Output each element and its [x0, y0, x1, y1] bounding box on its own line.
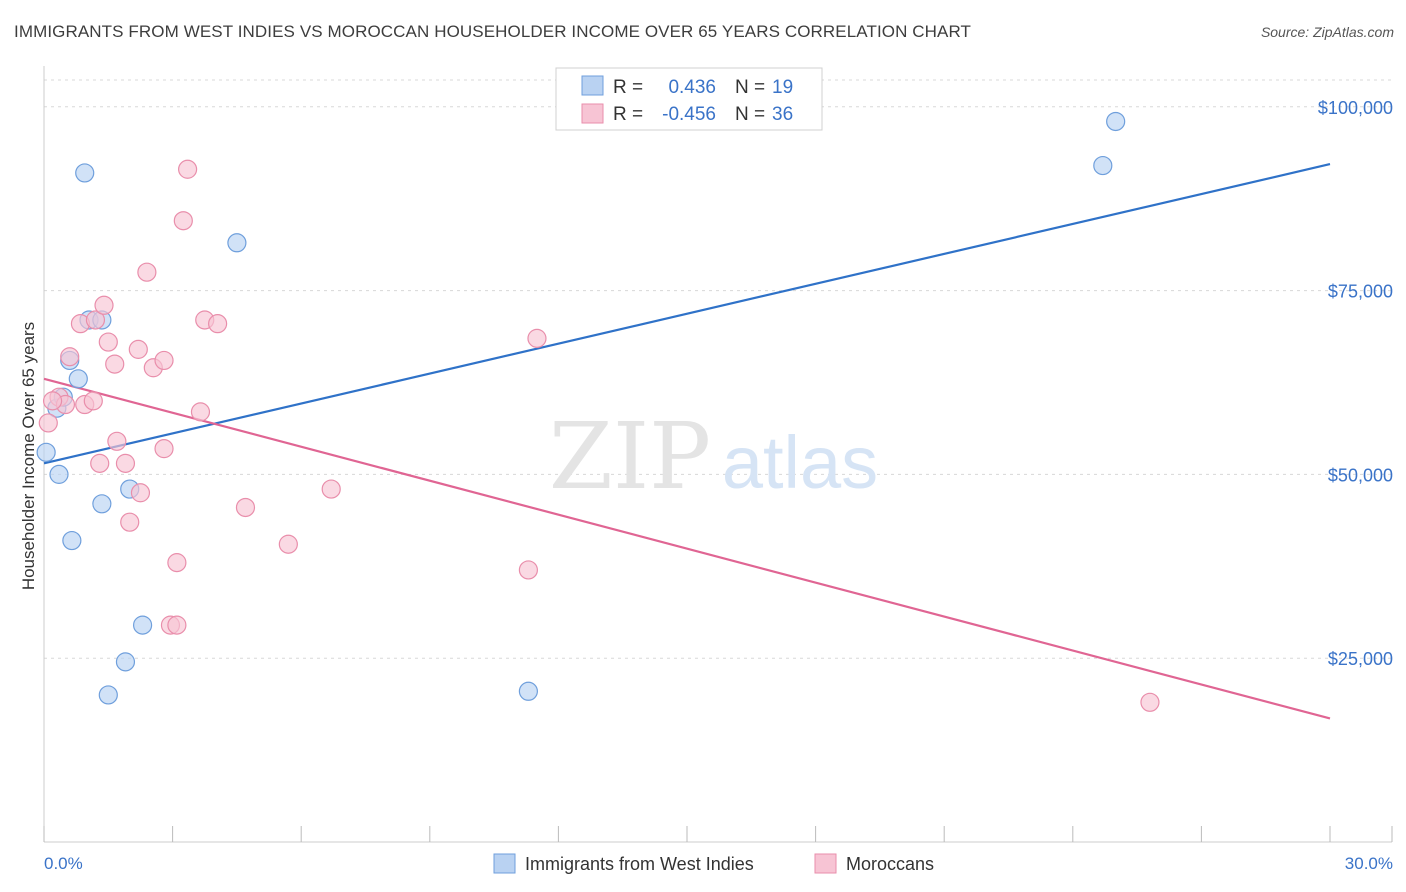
point-moroccans — [98, 332, 118, 352]
point-moroccans — [90, 453, 110, 473]
point-west-indies — [92, 494, 112, 514]
point-west-indies — [132, 615, 153, 635]
trend-lines — [43, 163, 1331, 720]
legend-r-label-1: R = — [613, 77, 643, 98]
point-west-indies — [115, 652, 136, 672]
watermark: ZIP atlas — [549, 403, 878, 510]
axes — [43, 66, 1393, 843]
legend-swatch-pink — [581, 103, 604, 124]
point-moroccans — [94, 295, 114, 315]
point-west-indies — [36, 442, 56, 462]
chart-title: IMMIGRANTS FROM WEST INDIES VS MOROCCAN … — [14, 22, 972, 41]
point-moroccans — [42, 391, 63, 411]
y-tick-label: $50,000 — [1328, 465, 1393, 485]
legend-n-label-1: N = — [735, 77, 765, 98]
watermark-atlas: atlas — [722, 421, 878, 504]
series-legend-swatch-pink — [814, 853, 837, 874]
trend-line-moroccans — [43, 377, 1331, 720]
legend-n-label-2: N = — [735, 104, 765, 125]
y-tick-labels: $25,000 $50,000 $75,000 $100,000 — [1318, 98, 1393, 669]
point-west-indies — [1093, 155, 1113, 176]
point-moroccans — [154, 350, 174, 371]
legend-n-value-1: 19 — [772, 77, 793, 98]
point-moroccans — [154, 439, 174, 459]
point-west-indies — [68, 369, 88, 389]
series-legend-label-2: Moroccans — [846, 854, 934, 874]
point-moroccans — [173, 211, 193, 231]
point-moroccans — [178, 159, 198, 179]
point-moroccans — [128, 339, 148, 359]
point-west-indies — [1106, 111, 1126, 132]
point-moroccans — [60, 347, 80, 367]
series-legend-label-1: Immigrants from West Indies — [525, 854, 754, 874]
point-moroccans — [190, 402, 211, 422]
point-moroccans — [38, 413, 58, 433]
watermark-zip: ZIP — [549, 403, 711, 510]
point-moroccans — [107, 431, 127, 451]
grid-lines — [44, 79, 1392, 659]
point-west-indies — [518, 681, 538, 701]
source-label: Source: ZipAtlas.com — [1260, 24, 1394, 40]
point-west-indies — [98, 685, 118, 705]
y-tick-label: $25,000 — [1328, 649, 1393, 669]
y-tick-label: $75,000 — [1328, 282, 1393, 302]
point-moroccans — [130, 483, 151, 503]
point-moroccans — [278, 534, 298, 554]
point-moroccans — [115, 453, 136, 473]
legend-r-label-2: R = — [613, 104, 643, 125]
point-moroccans — [167, 553, 187, 573]
series-legend-swatch-blue — [493, 853, 516, 874]
legend-r-value-2: -0.456 — [662, 104, 716, 125]
correlation-legend: R = 0.436 N = 19 R = -0.456 N = 36 — [555, 67, 823, 131]
point-moroccans — [167, 615, 187, 635]
point-moroccans — [208, 314, 228, 334]
legend-swatch-blue — [581, 75, 604, 96]
point-moroccans — [321, 479, 341, 499]
point-moroccans — [85, 310, 106, 330]
legend-n-value-2: 36 — [772, 104, 793, 125]
series-legend: Immigrants from West Indies Moroccans — [493, 853, 934, 874]
point-moroccans — [1140, 692, 1160, 712]
point-moroccans — [527, 328, 547, 348]
x-tick-label-end: 30.0% — [1345, 854, 1393, 873]
point-west-indies — [75, 163, 95, 183]
y-axis-label: Householder Income Over 65 years — [19, 322, 38, 590]
point-moroccans — [105, 354, 125, 374]
point-moroccans — [235, 497, 256, 518]
x-tick-label-start: 0.0% — [44, 854, 83, 873]
point-west-indies — [227, 233, 247, 253]
point-moroccans — [518, 560, 538, 580]
point-moroccans — [83, 391, 103, 411]
trend-line-west-indies — [43, 163, 1331, 465]
y-tick-label: $100,000 — [1318, 98, 1393, 118]
data-points — [36, 111, 1160, 712]
point-west-indies — [62, 530, 82, 551]
legend-r-value-1: 0.436 — [668, 77, 716, 98]
point-moroccans — [137, 262, 157, 282]
point-moroccans — [120, 512, 140, 532]
point-west-indies — [49, 464, 69, 484]
